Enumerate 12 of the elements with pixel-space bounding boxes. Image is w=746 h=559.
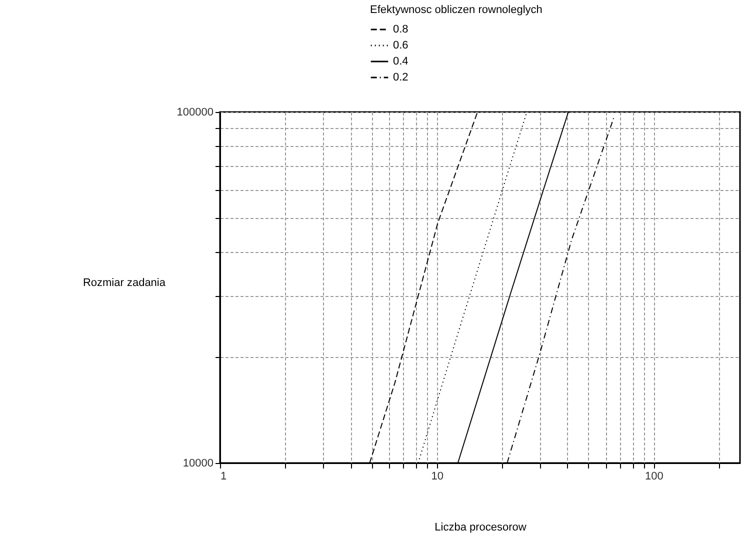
x-tick-label: 100	[645, 470, 664, 482]
y-tick-label: 100000	[176, 106, 214, 118]
x-axis-title: Liczba procesorow	[434, 522, 526, 534]
legend-label: 0.2	[393, 72, 408, 84]
y-tick-label: 10000	[182, 458, 214, 470]
y-axis-title: Rozmiar zadania	[82, 277, 166, 289]
legend-label: 0.8	[393, 24, 408, 36]
legend-label: 0.4	[393, 56, 408, 68]
legend-title: Efektywnosc obliczen rownoleglych	[370, 4, 542, 16]
x-tick-label: 10	[431, 470, 444, 482]
x-tick-label: 1	[220, 470, 227, 482]
legend-label: 0.6	[393, 40, 408, 52]
